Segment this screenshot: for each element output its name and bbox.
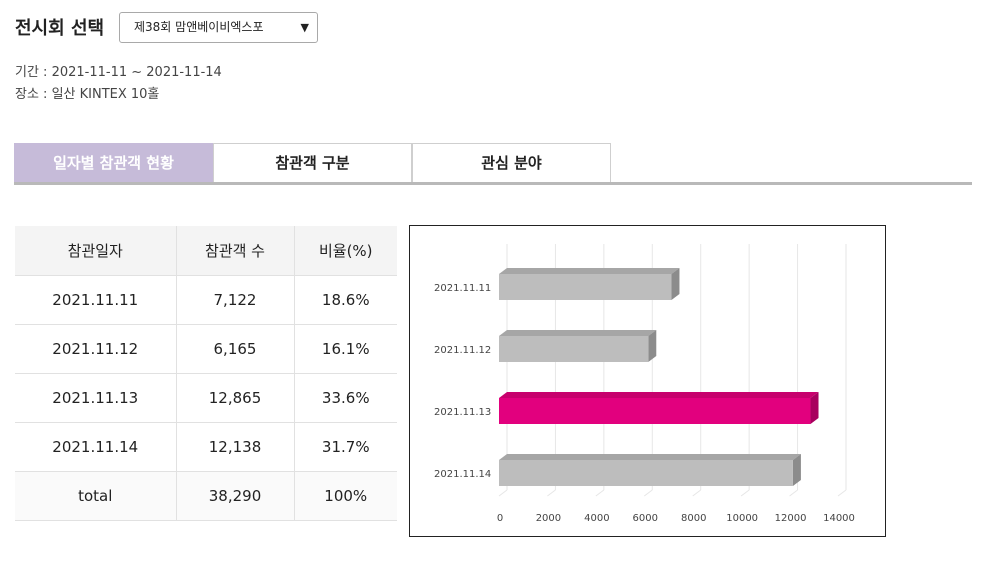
gridline-floor xyxy=(692,489,702,497)
bar-top xyxy=(499,268,680,274)
table-header-row: 참관일자 참관객 수 비율(%) xyxy=(15,226,397,276)
chevron-down-icon: ▼ xyxy=(300,21,309,34)
header-count: 참관객 수 xyxy=(175,226,294,276)
cell-ratio: 16.1% xyxy=(293,324,397,374)
bar xyxy=(499,336,649,362)
cell-ratio: 18.6% xyxy=(293,275,397,325)
exhibition-select-value: 제38회 맘앤베이비엑스포 xyxy=(134,20,264,34)
gridline-floor xyxy=(547,489,556,497)
bar-side xyxy=(648,330,657,362)
gridline-floor xyxy=(789,489,798,497)
tab-daily-visitors[interactable]: 일자별 참관객 현황 xyxy=(14,143,213,182)
cell-count: 12,138 xyxy=(175,422,294,472)
cell-count: 6,165 xyxy=(175,324,294,374)
exhibition-select-label: 전시회 선택 xyxy=(15,18,105,39)
y-category-label: 2021.11.13 xyxy=(434,407,491,418)
total-count: 38,290 xyxy=(175,471,294,521)
period-text: 기간 : 2021-11-11 ~ 2021-11-14 xyxy=(15,65,222,80)
table-row: 2021.11.12 6,165 16.1% xyxy=(15,324,397,374)
total-label: total xyxy=(15,471,176,521)
y-category-label: 2021.11.14 xyxy=(434,469,491,480)
gridline-floor xyxy=(740,489,750,497)
cell-ratio: 33.6% xyxy=(293,373,397,423)
bar xyxy=(499,274,672,300)
header-ratio: 비율(%) xyxy=(293,226,397,276)
x-tick-label: 0 xyxy=(497,513,503,524)
bar-side xyxy=(671,268,680,300)
bar-side xyxy=(810,392,819,424)
total-ratio: 100% xyxy=(293,471,397,521)
y-category-label: 2021.11.11 xyxy=(434,283,491,294)
table-row: 2021.11.11 7,122 18.6% xyxy=(15,275,397,325)
gridline-floor xyxy=(837,489,847,497)
x-tick-label: 10000 xyxy=(726,513,758,524)
gridline-floor xyxy=(643,489,653,497)
cell-count: 7,122 xyxy=(175,275,294,325)
x-tick-label: 4000 xyxy=(584,513,609,524)
x-tick-label: 8000 xyxy=(681,513,706,524)
x-tick-label: 6000 xyxy=(633,513,658,524)
tab-underline xyxy=(14,182,972,185)
x-tick-label: 14000 xyxy=(823,513,855,524)
cell-count: 12,865 xyxy=(175,373,294,423)
tab-interest-field[interactable]: 관심 분야 xyxy=(412,143,611,182)
bar-top xyxy=(499,330,657,336)
place-text: 장소 : 일산 KINTEX 10홀 xyxy=(15,87,160,102)
cell-date: 2021.11.13 xyxy=(15,373,176,423)
table-row: 2021.11.13 12,865 33.6% xyxy=(15,373,397,423)
chart-canvas: 0 2000 4000 6000 8000 10000 12000 14000 2021.11.… xyxy=(434,244,855,524)
bar-top xyxy=(499,392,819,398)
cell-date: 2021.11.11 xyxy=(15,275,176,325)
y-category-label: 2021.11.12 xyxy=(434,345,491,356)
gridline-floor xyxy=(595,489,605,497)
bar xyxy=(499,398,811,424)
cell-date: 2021.11.12 xyxy=(15,324,176,374)
cell-ratio: 31.7% xyxy=(293,422,397,472)
gridline-floor xyxy=(498,489,508,497)
header-date: 참관일자 xyxy=(15,226,176,276)
bar-top xyxy=(499,454,801,460)
table-row: 2021.11.14 12,138 31.7% xyxy=(15,422,397,472)
exhibition-select[interactable]: 제38회 맘앤베이비엑스포 ▼ xyxy=(119,12,318,43)
cell-date: 2021.11.14 xyxy=(15,422,176,472)
visitor-stats-table: 참관일자 참관객 수 비율(%) 2021.11.11 7,122 18.6% … xyxy=(15,226,397,521)
table-total-row: total 38,290 100% xyxy=(15,471,397,521)
bar-side xyxy=(792,454,801,486)
bar xyxy=(499,460,793,486)
visitor-bar-chart: 0 2000 4000 6000 8000 10000 12000 14000 2021.11.… xyxy=(409,225,886,537)
x-tick-label: 2000 xyxy=(536,513,561,524)
tab-visitor-category[interactable]: 참관객 구분 xyxy=(213,143,412,182)
x-tick-label: 12000 xyxy=(775,513,807,524)
